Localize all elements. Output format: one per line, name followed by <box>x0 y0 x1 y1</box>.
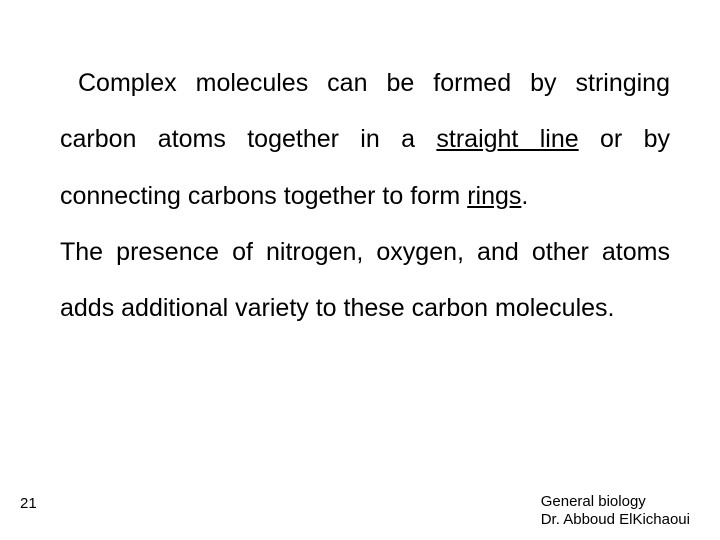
footer: General biology Dr. Abboud ElKichaoui <box>541 493 690 531</box>
underline-straight-line: straight line <box>436 125 578 153</box>
body-text-paragraph-2: The presence of nitrogen, oxygen, and ot… <box>60 238 670 322</box>
slide: Complex molecules can be formed by strin… <box>0 0 720 540</box>
page-number: 21 <box>20 495 37 512</box>
underline-rings: rings <box>467 182 521 210</box>
footer-line-2: Dr. Abboud ElKichaoui <box>541 511 690 530</box>
body-text: Complex molecules can be formed by strin… <box>60 55 670 336</box>
footer-line-1: General biology <box>541 493 690 512</box>
body-text-part-3: . <box>521 182 528 210</box>
